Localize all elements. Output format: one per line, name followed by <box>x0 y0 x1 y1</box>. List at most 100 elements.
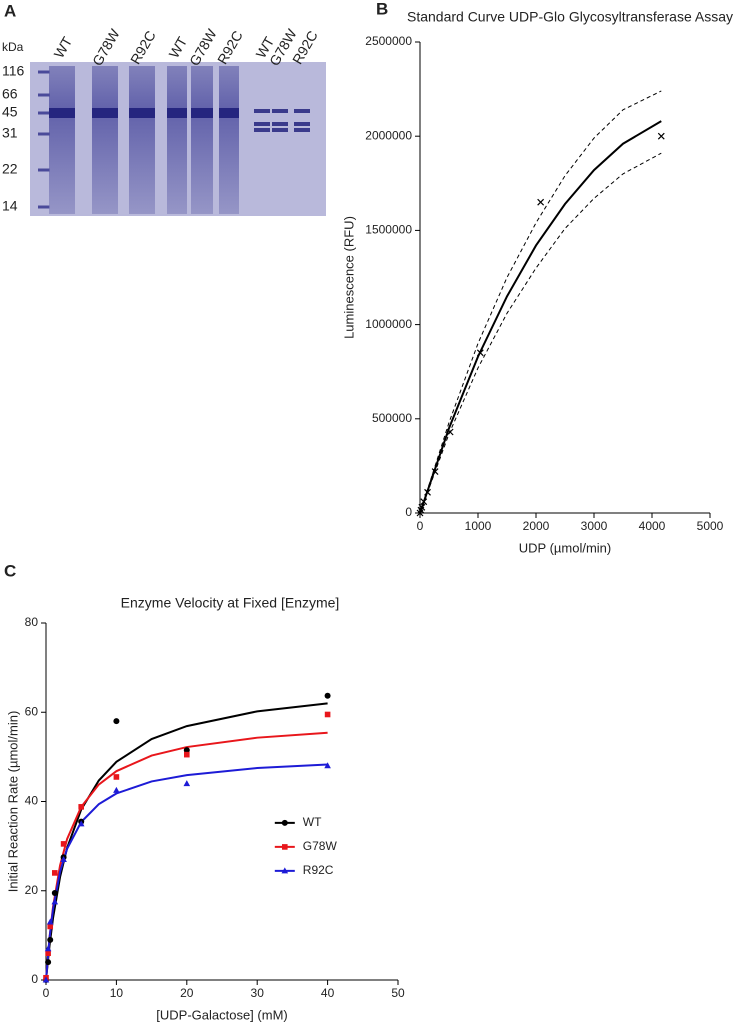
x-tick-label: 40 <box>321 986 335 1000</box>
point <box>424 488 431 496</box>
lane-label: R92C <box>127 28 159 67</box>
point <box>537 198 545 206</box>
legend-marker <box>282 844 288 850</box>
x-tick-label: 0 <box>43 986 50 1000</box>
ladder-band <box>38 93 50 97</box>
x-tick-label: 4000 <box>639 519 666 533</box>
x-tick-label: 0 <box>417 519 424 533</box>
y-tick-label: 80 <box>25 615 39 629</box>
point <box>446 428 454 436</box>
y-tick-label: 2000000 <box>365 128 412 142</box>
point <box>324 711 331 718</box>
panel-label: A <box>4 1 16 20</box>
band <box>92 108 118 118</box>
band <box>294 128 310 132</box>
point <box>78 804 84 810</box>
y-tick-label: 2500000 <box>365 34 412 48</box>
x-tick-label: 1000 <box>465 519 492 533</box>
y-axis-label: Initial Reaction Rate (µmol/min) <box>5 711 20 893</box>
legend-marker <box>281 819 288 826</box>
point <box>418 503 426 511</box>
band <box>49 108 75 118</box>
y-axis-label: Luminescence (RFU) <box>341 216 356 339</box>
y-tick-label: 20 <box>25 883 39 897</box>
point <box>52 870 58 876</box>
point <box>47 936 54 943</box>
x-tick-label: 5000 <box>697 519 724 533</box>
x-tick-label: 10 <box>110 986 124 1000</box>
lane-label: WT <box>51 34 76 61</box>
lane-label: WT <box>166 34 191 61</box>
point <box>324 692 331 699</box>
fit-line <box>419 152 662 514</box>
ladder-band <box>38 111 50 115</box>
legend-marker <box>281 867 289 874</box>
ladder-band <box>38 70 50 74</box>
chart-title: Standard Curve UDP-Glo Glycosyltransfera… <box>407 9 733 25</box>
point <box>113 774 120 780</box>
marker-label: 22 <box>2 161 18 177</box>
lane <box>167 66 187 214</box>
point <box>47 923 54 930</box>
fit-line <box>419 120 662 514</box>
fit-line <box>419 90 662 514</box>
ladder-band <box>38 168 50 172</box>
point <box>45 959 52 966</box>
chart-title: Enzyme Velocity at Fixed [Enzyme] <box>121 595 340 611</box>
lane <box>49 66 75 214</box>
x-tick-label: 30 <box>251 986 265 1000</box>
panel-label: B <box>376 0 388 18</box>
y-tick-label: 60 <box>25 704 39 718</box>
band <box>219 108 239 118</box>
panel-label: C <box>4 561 16 580</box>
fit-line <box>45 763 328 981</box>
point <box>420 498 428 506</box>
point <box>46 918 54 925</box>
point <box>324 762 331 769</box>
band <box>272 128 288 132</box>
point <box>657 132 665 140</box>
point <box>77 820 85 827</box>
point <box>183 780 191 787</box>
lane <box>219 66 239 214</box>
point <box>51 898 59 905</box>
band <box>272 122 288 126</box>
x-tick-label: 50 <box>391 986 405 1000</box>
point <box>45 950 51 957</box>
x-axis-label: UDP (µmol/min) <box>519 540 611 555</box>
ladder-band <box>38 132 50 136</box>
unit-label: kDa <box>2 40 24 54</box>
band <box>294 122 310 126</box>
marker-label: 14 <box>2 198 18 214</box>
ladder-band <box>38 205 50 209</box>
point <box>431 468 439 475</box>
band <box>294 109 310 113</box>
x-tick-label: 2000 <box>523 519 550 533</box>
y-tick-label: 500000 <box>372 411 412 425</box>
band <box>167 108 187 118</box>
band <box>272 109 288 113</box>
point <box>184 751 190 758</box>
y-tick-label: 1500000 <box>365 223 412 237</box>
point <box>60 856 67 863</box>
y-tick-label: 40 <box>25 794 39 808</box>
x-axis-label: [UDP-Galactose] (mM) <box>156 1007 287 1022</box>
y-tick-label: 0 <box>405 505 412 519</box>
point <box>113 786 120 793</box>
legend-label: R92C <box>303 863 334 877</box>
point <box>113 718 120 725</box>
marker-label: 31 <box>2 125 18 141</box>
y-tick-label: 0 <box>31 972 38 986</box>
legend-label: WT <box>303 815 322 829</box>
fit-line <box>45 702 328 981</box>
lane <box>92 66 118 214</box>
point <box>183 747 190 754</box>
marker-label: 116 <box>2 63 25 79</box>
marker-label: 66 <box>2 86 18 102</box>
x-tick-label: 20 <box>180 986 194 1000</box>
point <box>60 841 67 847</box>
y-tick-label: 1000000 <box>365 317 412 331</box>
band <box>254 122 270 126</box>
band <box>254 128 270 132</box>
